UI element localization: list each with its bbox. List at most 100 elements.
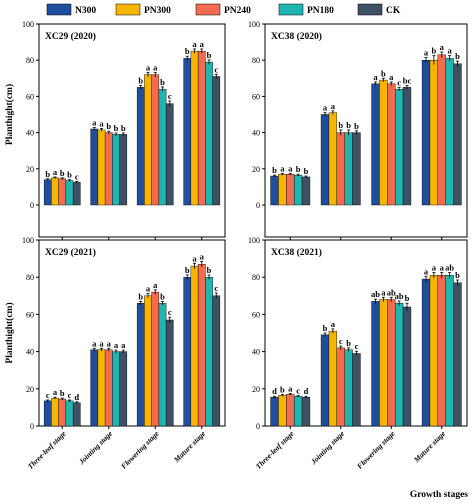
significance-letter: b	[354, 121, 359, 131]
y-tick-label: 60	[252, 310, 260, 319]
significance-letter: c	[339, 336, 343, 346]
bar	[278, 174, 287, 206]
bar	[352, 353, 361, 427]
y-tick-label: 0	[256, 201, 260, 210]
bar	[301, 396, 311, 427]
bar	[151, 74, 160, 206]
significance-letter: a	[424, 47, 429, 57]
bar	[119, 351, 128, 427]
bar	[336, 347, 345, 427]
significance-letter: ab	[371, 289, 380, 299]
bar	[197, 50, 206, 206]
y-tick-label: 60	[26, 92, 34, 101]
bar	[112, 134, 120, 206]
panel-title: XC38 (2020)	[271, 31, 322, 42]
significance-letter: b	[346, 120, 351, 130]
significance-letter: a	[432, 263, 437, 273]
significance-letter: a	[146, 284, 151, 294]
significance-letter: b	[60, 388, 65, 398]
significance-letter: a	[323, 103, 328, 113]
y-tick-label: 80	[26, 273, 34, 282]
significance-letter: b	[185, 265, 190, 275]
bar	[165, 319, 174, 427]
bar	[453, 63, 462, 206]
significance-letter: c	[214, 283, 218, 293]
x-tick-label: Jointing stage	[76, 429, 114, 467]
bar	[72, 402, 81, 427]
plot-frame	[38, 23, 226, 238]
x-tick-label: Three-leaf stage	[26, 429, 68, 471]
bar	[344, 132, 353, 206]
x-tick-label: Flowering stage	[119, 429, 161, 471]
y-tick-label: 80	[252, 56, 260, 65]
significance-letter: b	[455, 51, 460, 61]
y-tick-label: 100	[248, 236, 260, 245]
significance-letter: a	[146, 63, 151, 73]
significance-letter: d	[272, 386, 277, 396]
significance-letter: a	[448, 46, 453, 56]
bar	[90, 128, 99, 206]
y-tick-label: 20	[26, 165, 34, 174]
plot-frame	[264, 239, 468, 427]
bar	[328, 112, 338, 206]
bar	[51, 397, 59, 427]
y-tick-label: 40	[26, 129, 34, 138]
y-tick-label: 20	[26, 385, 34, 394]
significance-letter: b	[121, 123, 126, 133]
panel-title: XC29 (2020)	[45, 31, 96, 42]
significance-letter: b	[455, 270, 460, 280]
significance-letter: b	[280, 384, 285, 394]
x-tick-label: Mature stage	[411, 429, 447, 465]
y-tick-label: 80	[26, 56, 34, 65]
bar	[190, 265, 199, 427]
significance-letter: c	[355, 341, 359, 351]
x-tick-label: Mature stage	[171, 429, 207, 465]
significance-letter: b	[338, 120, 343, 130]
bar	[151, 291, 160, 427]
bar	[293, 174, 303, 206]
significance-letter: a	[440, 263, 445, 273]
legend-label: CK	[386, 6, 401, 16]
significance-letter: b	[207, 265, 212, 275]
bar	[437, 275, 446, 427]
y-tick-label: 40	[252, 348, 260, 357]
significance-letter: c	[296, 385, 300, 395]
significance-letter: a	[192, 39, 197, 49]
bar	[97, 129, 106, 206]
bar	[212, 76, 221, 206]
bar	[320, 114, 330, 206]
significance-letter: b	[207, 50, 212, 60]
significance-letter: a	[200, 39, 205, 49]
significance-letter: b	[185, 46, 190, 56]
bar	[51, 177, 59, 206]
significance-letter: c	[46, 390, 50, 400]
bar	[65, 180, 74, 206]
bar	[320, 334, 330, 427]
legend-swatch	[357, 3, 383, 16]
significance-letter: ab	[395, 291, 404, 301]
significance-letter: a	[114, 340, 119, 350]
bar	[65, 400, 74, 427]
bar	[429, 60, 439, 206]
significance-letter: a	[424, 266, 429, 276]
significance-letter: b	[114, 123, 119, 133]
significance-letter: a	[153, 63, 158, 73]
y-axis-label: Planthight(cm)	[4, 302, 15, 363]
legend-swatch	[115, 3, 141, 16]
x-tick-label: Three-leaf stage	[254, 429, 296, 471]
legend-label: PN240	[224, 6, 251, 16]
plot-frame	[38, 239, 226, 427]
significance-letter: a	[153, 280, 158, 290]
significance-letter: a	[331, 101, 336, 111]
x-tick-label: Flowering stage	[355, 429, 397, 471]
bar	[90, 349, 99, 427]
bar	[183, 58, 192, 206]
bar	[328, 330, 338, 427]
significance-letter: b	[67, 170, 72, 180]
significance-letter: a	[381, 287, 386, 297]
bar	[112, 351, 120, 427]
bar	[445, 275, 454, 427]
significance-letter: a	[92, 118, 97, 128]
